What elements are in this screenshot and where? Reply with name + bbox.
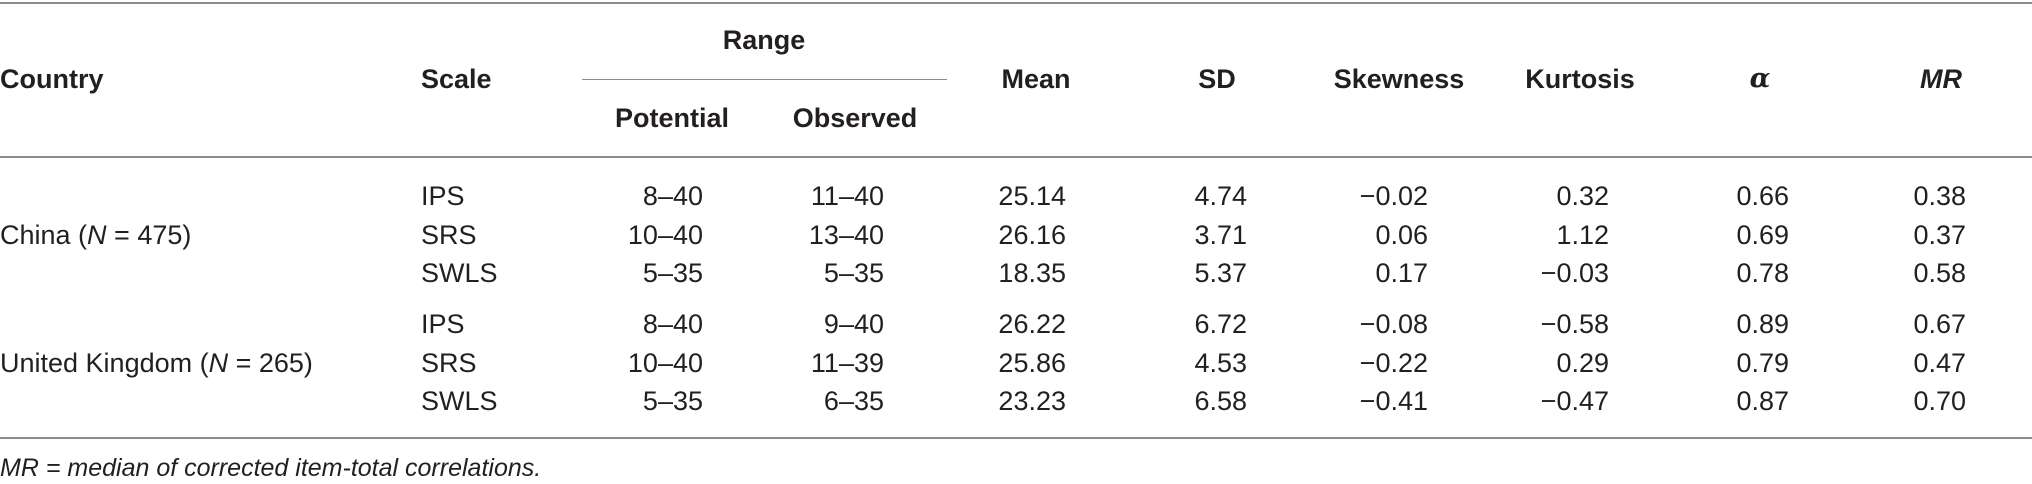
cell-potential: 5–35 [642,386,703,416]
cell-kurtosis: 0.29 [1556,348,1609,378]
cell-observed: 6–35 [823,386,884,416]
table-bottom-rule [0,437,2032,439]
cell-scale: SWLS [421,386,498,416]
country-name: China ( [0,220,88,250]
cell-observed: 13–40 [808,220,884,250]
sample-size-symbol: N [208,348,229,378]
country-label: China (N = 475) [0,219,191,251]
header-potential: Potential [614,103,730,133]
cell-alpha: 0.78 [1736,258,1789,288]
cell-mr: 0.70 [1913,386,1966,416]
sample-size-value: = 265) [228,348,313,378]
header-country: Country [0,64,104,94]
cell-mr: 0.37 [1913,220,1966,250]
cell-mean: 25.14 [998,181,1066,211]
header-sd: SD [1198,64,1236,94]
cell-potential: 8–40 [642,181,703,211]
table-footnote: MR = median of corrected item-total corr… [0,452,541,484]
cell-skewness: −0.41 [1359,386,1428,416]
cell-observed: 5–35 [823,258,884,288]
cell-mean: 26.22 [998,309,1066,339]
cell-skewness: 0.17 [1375,258,1428,288]
cell-skewness: 0.06 [1375,220,1428,250]
cell-skewness: −0.08 [1359,309,1428,339]
cell-mean: 23.23 [998,386,1066,416]
sample-size-value: = 475) [106,220,192,250]
cell-sd: 4.74 [1194,181,1247,211]
header-observed: Observed [792,103,918,133]
footnote-text: = median of corrected item-total correla… [38,454,542,482]
header-bottom-rule [0,156,2032,158]
cell-observed: 11–40 [810,181,884,211]
cell-potential: 5–35 [642,258,703,288]
country-label: United Kingdom (N = 265) [0,347,313,379]
cell-sd: 5.37 [1194,258,1247,288]
header-range: Range [722,25,806,55]
cell-observed: 11–39 [810,348,884,378]
cell-sd: 3.71 [1194,220,1247,250]
cell-kurtosis: 1.12 [1556,220,1609,250]
cell-potential: 8–40 [642,309,703,339]
cell-scale: SWLS [421,258,498,288]
cell-alpha: 0.79 [1736,348,1789,378]
cell-mean: 18.35 [998,258,1066,288]
cell-skewness: −0.02 [1359,181,1428,211]
cell-observed: 9–40 [823,309,884,339]
cell-scale: IPS [421,181,465,211]
table-top-rule [0,2,2032,4]
header-mr: MR [1920,64,1962,94]
header-scale: Scale [421,64,492,94]
cell-mr: 0.67 [1913,309,1966,339]
sample-size-symbol: N [87,220,107,250]
cell-kurtosis: −0.47 [1540,386,1609,416]
cell-mr: 0.58 [1913,258,1966,288]
cell-alpha: 0.66 [1736,181,1789,211]
cell-sd: 4.53 [1194,348,1247,378]
cell-kurtosis: 0.32 [1556,181,1609,211]
range-underline [582,79,947,80]
cell-alpha: 0.87 [1736,386,1789,416]
cell-kurtosis: −0.58 [1540,309,1609,339]
header-mean: Mean [1001,64,1071,94]
cell-potential: 10–40 [627,348,703,378]
cell-skewness: −0.22 [1359,348,1428,378]
cell-sd: 6.58 [1194,386,1247,416]
cell-mr: 0.47 [1913,348,1966,378]
cell-mean: 26.16 [998,220,1066,250]
header-kurtosis: Kurtosis [1525,64,1635,94]
footnote-abbr: MR [0,454,39,482]
cell-scale: IPS [421,309,465,339]
cell-alpha: 0.89 [1736,309,1789,339]
cell-sd: 6.72 [1194,309,1247,339]
cell-potential: 10–40 [627,220,703,250]
cell-mean: 25.86 [998,348,1066,378]
cell-mr: 0.38 [1913,181,1966,211]
cell-kurtosis: −0.03 [1540,258,1609,288]
header-skewness: Skewness [1333,64,1465,94]
header-alpha: α [1749,63,1771,94]
cell-scale: SRS [421,348,477,378]
cell-scale: SRS [421,220,477,250]
cell-alpha: 0.69 [1736,220,1789,250]
country-name: United Kingdom ( [0,348,209,378]
